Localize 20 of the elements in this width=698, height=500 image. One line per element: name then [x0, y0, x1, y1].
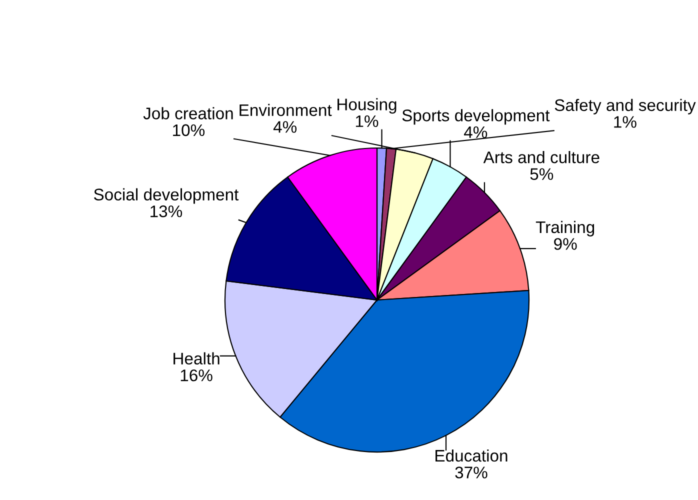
- slice-label: Arts and culture: [483, 151, 600, 164]
- slice-label: Social development: [94, 188, 239, 204]
- data-label: 4%: [273, 121, 297, 133]
- slice-label: Education: [436, 449, 508, 462]
- slice-label: Job creation: [143, 107, 233, 120]
- slice-label: Sports development: [402, 109, 550, 125]
- slice-label: Health: [174, 352, 220, 365]
- data-label: 37%: [455, 466, 488, 478]
- data-label: 1%: [356, 115, 378, 128]
- data-label: 1%: [614, 116, 636, 128]
- data-label: 16%: [180, 369, 212, 382]
- data-label: 5%: [530, 168, 554, 180]
- data-label: 13%: [150, 205, 182, 218]
- slice-label: Housing: [338, 98, 396, 114]
- slice-label: Training: [536, 220, 594, 236]
- slice-label: Safety and security: [554, 98, 696, 114]
- slice-label: Environment: [240, 104, 332, 116]
- data-label: 4%: [464, 126, 488, 138]
- data-label: 10%: [173, 124, 205, 136]
- data-label: 9%: [554, 238, 577, 250]
